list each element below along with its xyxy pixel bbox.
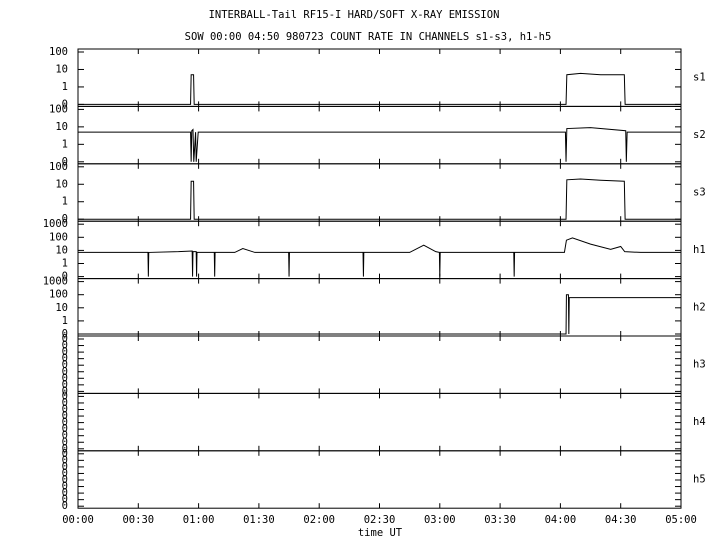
y-tick-label: 100 bbox=[49, 289, 68, 301]
y-tick-label: 0 bbox=[62, 467, 68, 479]
x-tick-label: 03:00 bbox=[424, 514, 456, 526]
y-tick-label: 0 bbox=[62, 417, 68, 429]
panel-label: h3 bbox=[693, 359, 706, 371]
y-tick-label: 100 bbox=[49, 46, 68, 58]
x-axis-label: time UT bbox=[358, 527, 403, 539]
y-tick-label: 0 bbox=[62, 448, 68, 460]
y-tick-label: 1000 bbox=[43, 276, 68, 288]
chart-title: INTERBALL-Tail RF15-I HARD/SOFT X-RAY EM… bbox=[209, 9, 500, 21]
y-tick-label: 0 bbox=[62, 430, 68, 442]
panel-label: h5 bbox=[693, 474, 706, 486]
panel-label: h1 bbox=[693, 244, 706, 256]
panel-frame bbox=[77, 335, 682, 394]
y-tick-label: 10 bbox=[55, 302, 68, 314]
y-tick-label: 10 bbox=[55, 121, 68, 133]
y-tick-label: 0 bbox=[62, 404, 68, 416]
y-tick-label: 0 bbox=[62, 213, 68, 225]
y-tick-label: 0 bbox=[62, 436, 68, 448]
trace bbox=[78, 72, 681, 105]
y-tick-label: 0 bbox=[62, 494, 68, 506]
x-tick-label: 01:00 bbox=[183, 514, 215, 526]
y-tick-label: 0 bbox=[62, 346, 68, 358]
y-tick-label: 0 bbox=[62, 333, 68, 345]
x-tick-label: 02:30 bbox=[364, 514, 396, 526]
y-tick-label: 0 bbox=[62, 379, 68, 391]
x-tick-label: 01:30 bbox=[243, 514, 275, 526]
y-tick-label: 100 bbox=[49, 231, 68, 243]
y-tick-label: 0 bbox=[62, 423, 68, 435]
panel-label: s3 bbox=[693, 187, 706, 199]
panel-frame bbox=[77, 392, 682, 452]
y-tick-label: 0 bbox=[62, 461, 68, 473]
y-tick-label: 0 bbox=[62, 271, 68, 283]
y-tick-label: 0 bbox=[62, 328, 68, 340]
y-tick-label: 0 bbox=[62, 454, 68, 466]
y-tick-label: 0 bbox=[62, 390, 68, 402]
x-tick-label: 03:30 bbox=[484, 514, 516, 526]
y-tick-label: 0 bbox=[62, 156, 68, 168]
y-tick-label: 1000 bbox=[43, 218, 68, 230]
panel-frame bbox=[77, 278, 682, 337]
panel-label: h2 bbox=[693, 301, 706, 313]
chart-subtitle: SOW 00:00 04:50 980723 COUNT RATE IN CHA… bbox=[185, 31, 552, 43]
y-tick-label: 0 bbox=[62, 359, 68, 371]
y-tick-label: 100 bbox=[49, 161, 68, 173]
panel-label: s1 bbox=[693, 72, 706, 84]
panel-label: s2 bbox=[693, 129, 706, 141]
y-tick-label: 1 bbox=[62, 196, 68, 208]
y-tick-label: 0 bbox=[62, 397, 68, 409]
panel-frame bbox=[77, 105, 682, 165]
y-tick-label: 0 bbox=[62, 481, 68, 493]
trace bbox=[78, 178, 681, 220]
y-tick-label: 1 bbox=[62, 315, 68, 327]
x-tick-label: 00:30 bbox=[122, 514, 154, 526]
y-tick-label: 0 bbox=[62, 340, 68, 352]
y-tick-label: 0 bbox=[62, 372, 68, 384]
panel-label: h4 bbox=[693, 416, 706, 428]
trace bbox=[78, 237, 681, 277]
y-tick-label: 0 bbox=[62, 366, 68, 378]
trace bbox=[78, 127, 681, 162]
y-tick-label: 0 bbox=[62, 385, 68, 397]
y-tick-label: 100 bbox=[49, 103, 68, 115]
x-tick-label: 04:00 bbox=[545, 514, 577, 526]
y-tick-label: 1 bbox=[62, 138, 68, 150]
y-tick-label: 0 bbox=[62, 443, 68, 455]
panel-frame bbox=[77, 450, 682, 509]
x-tick-label: 02:00 bbox=[303, 514, 335, 526]
x-tick-label: 00:00 bbox=[62, 514, 94, 526]
panel-frame bbox=[77, 220, 682, 280]
y-tick-label: 0 bbox=[62, 98, 68, 110]
panel-frame bbox=[77, 48, 682, 107]
trace bbox=[78, 294, 681, 335]
y-tick-label: 1 bbox=[62, 258, 68, 270]
y-tick-label: 0 bbox=[62, 500, 68, 512]
y-tick-label: 0 bbox=[62, 410, 68, 422]
y-tick-label: 0 bbox=[62, 487, 68, 499]
y-tick-label: 10 bbox=[55, 63, 68, 75]
y-tick-label: 10 bbox=[55, 178, 68, 190]
panel-frame bbox=[77, 163, 682, 222]
y-tick-label: 1 bbox=[62, 81, 68, 93]
y-tick-label: 0 bbox=[62, 474, 68, 486]
x-tick-label: 04:30 bbox=[605, 514, 637, 526]
x-tick-label: 05:00 bbox=[665, 514, 697, 526]
y-tick-label: 10 bbox=[55, 244, 68, 256]
y-tick-label: 0 bbox=[62, 353, 68, 365]
